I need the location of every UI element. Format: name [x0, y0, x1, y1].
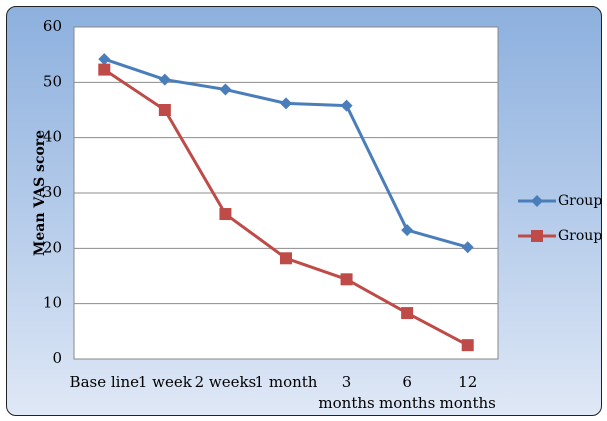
data-point-square — [98, 63, 111, 76]
data-point-diamond — [98, 53, 111, 66]
x-tick-label: 3 — [342, 373, 352, 391]
data-point-square — [280, 252, 292, 265]
x-tick-label: 2 weeks — [195, 373, 257, 391]
data-point-diamond — [461, 241, 474, 254]
legend-label: Group II — [558, 228, 607, 244]
x-tick-label: 6 — [402, 373, 412, 391]
x-tick-label: months — [379, 394, 435, 412]
data-point-square — [219, 208, 232, 221]
y-axis-label: Mean VAS score — [32, 130, 48, 256]
data-point-square — [461, 339, 474, 352]
y-tick-label: 30 — [43, 183, 62, 201]
legend-marker-diamond — [531, 195, 543, 207]
y-tick-label: 40 — [43, 128, 62, 146]
x-tick-label: months — [440, 394, 496, 412]
x-tick-label: months — [318, 394, 374, 412]
x-tick-label: 12 — [458, 373, 477, 391]
x-tick-label: 1 month — [255, 373, 318, 391]
data-point-square — [401, 307, 414, 320]
y-tick-label: 50 — [43, 72, 62, 90]
data-point-diamond — [219, 83, 232, 96]
data-point-diamond — [401, 224, 414, 237]
data-point-diamond — [280, 97, 292, 110]
data-point-diamond — [340, 99, 353, 112]
legend-marker-square — [531, 230, 543, 242]
x-tick-label: Base line — [70, 373, 140, 391]
data-point-diamond — [158, 73, 171, 86]
y-tick-label: 20 — [43, 238, 62, 256]
x-tick-label: 1 week — [138, 373, 193, 391]
y-tick-label: 60 — [43, 17, 62, 35]
data-point-square — [340, 273, 353, 286]
data-point-square — [158, 104, 171, 116]
legend-label: Group I — [558, 193, 607, 209]
y-tick-label: 10 — [43, 294, 62, 312]
y-tick-label: 0 — [52, 349, 62, 367]
